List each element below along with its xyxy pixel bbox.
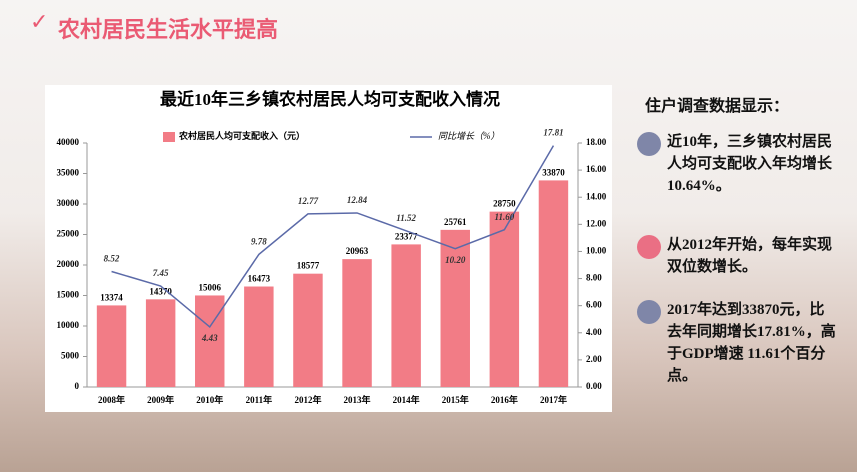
legend-label: 农村居民人均可支配收入（元）	[178, 130, 305, 141]
bar	[391, 244, 421, 387]
bar-value-label: 25761	[444, 217, 467, 227]
panel-item: 从2012年开始，每年实现双位数增长。	[667, 237, 833, 275]
bar	[244, 286, 274, 387]
bar	[489, 211, 520, 387]
x-tick-label: 2013年	[344, 394, 371, 405]
bar-value-label: 20963	[346, 246, 369, 256]
mic-icon	[637, 235, 661, 259]
y2-tick-label: 18.00	[586, 137, 607, 147]
bar	[145, 299, 176, 387]
y-tick-label: 35000	[57, 168, 80, 178]
line-value-label: 11.60	[494, 212, 514, 222]
panel-item: 2017年达到33870元，比去年同期增长17.81%，高于GDP增速 11.6…	[667, 302, 836, 384]
y-tick-label: 10000	[57, 320, 80, 330]
legend-label: 同比增长（%）	[438, 131, 500, 141]
bar-value-label: 23377	[395, 231, 418, 241]
chart-card: 最近10年三乡镇农村居民人均可支配收入情况 0 5000 10000 15000 200…	[45, 85, 612, 412]
chart: 最近10年三乡镇农村居民人均可支配收入情况 0 5000 10000 15000 200…	[57, 89, 607, 405]
x-tick-label: 2008年	[98, 394, 125, 405]
growth-line	[111, 145, 555, 329]
y-tick-label: 15000	[57, 290, 80, 300]
y-tick-label: 30000	[57, 198, 80, 208]
bar	[538, 180, 569, 387]
bar-value-label: 15006	[199, 283, 222, 293]
check-icon: ✓	[30, 10, 49, 35]
x-tick-label: 2009年	[147, 394, 174, 405]
y-tick-label: 40000	[57, 137, 80, 147]
bar-value-label: 28750	[493, 199, 516, 209]
line-value-label: 11.52	[396, 213, 416, 223]
bar	[342, 259, 372, 387]
y2-tick-label: 4.00	[586, 327, 602, 337]
panel-heading: 住户调查数据显示：	[645, 98, 790, 115]
y2-tick-label: 6.00	[586, 300, 602, 310]
y2-tick-label: 12.00	[586, 218, 607, 228]
x-tick-label: 2012年	[294, 394, 321, 405]
bar	[195, 295, 225, 387]
y2-tick-label: 8.00	[586, 273, 602, 283]
bar-value-label: 14370	[149, 286, 172, 296]
panel-item: 近10年，三乡镇农村居民人均可支配收入年均增长10.64%。	[667, 134, 833, 194]
x-tick-label: 2015年	[442, 394, 469, 405]
bar-value-label: 13374	[100, 292, 123, 302]
y-tick-label: 20000	[57, 259, 80, 269]
y2-tick-label: 14.00	[586, 191, 607, 201]
line-value-label: 4.43	[201, 333, 218, 343]
line-value-label: 7.45	[153, 268, 169, 278]
line-value-label: 12.84	[347, 195, 368, 205]
megaphone-icon	[637, 132, 661, 156]
x-tick-label: 2011年	[246, 394, 273, 405]
chart-title: 最近10年三乡镇农村居民人均可支配收入情况	[160, 89, 500, 109]
y-tick-label: 0	[75, 381, 80, 391]
bar-value-label: 18577	[297, 261, 320, 271]
y2-tick-label: 10.00	[586, 246, 607, 256]
y2-tick-label: 16.00	[586, 164, 607, 174]
line-value-label: 9.78	[251, 236, 267, 246]
line-value-label: 10.20	[445, 255, 466, 265]
bar	[293, 273, 323, 387]
bar-value-label: 33870	[542, 167, 565, 177]
x-tick-label: 2010年	[196, 394, 223, 405]
slide-title: 农村居民生活水平提高	[58, 18, 279, 43]
x-tick-label: 2017年	[540, 394, 567, 405]
line-value-label: 17.81	[543, 128, 563, 138]
bar	[96, 305, 127, 387]
y2-tick-label: 0.00	[586, 381, 602, 391]
bar-value-label: 16473	[248, 274, 271, 284]
line-value-label: 8.52	[104, 254, 120, 264]
line-value-label: 12.77	[298, 196, 319, 206]
y-tick-label: 5000	[61, 351, 80, 361]
home-icon	[637, 300, 661, 324]
x-tick-label: 2016年	[491, 394, 518, 405]
x-tick-label: 2014年	[393, 394, 420, 405]
y2-tick-label: 2.00	[586, 354, 602, 364]
bar	[440, 229, 470, 387]
legend-swatch	[163, 132, 175, 142]
y-tick-label: 25000	[57, 229, 80, 239]
